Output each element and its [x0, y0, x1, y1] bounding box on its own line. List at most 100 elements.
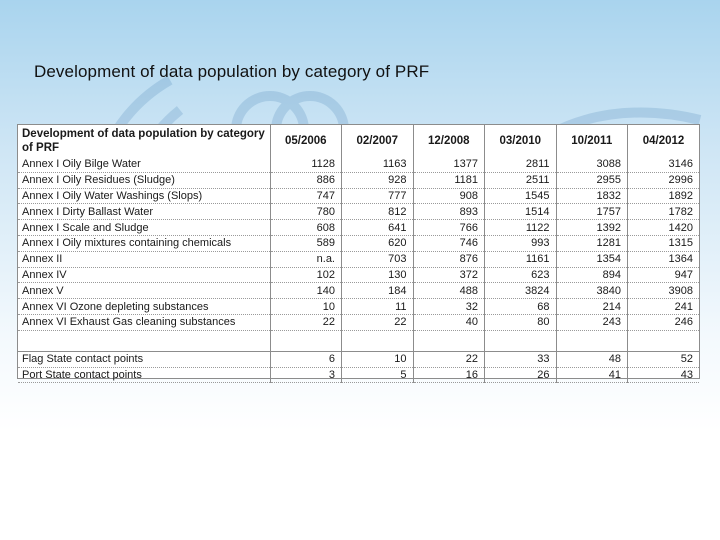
column-header: 02/2007: [341, 125, 413, 157]
table-row: Annex I Dirty Ballast Water 780 812 893 1514…: [18, 203, 699, 221]
table-cell: 5: [341, 367, 413, 384]
table-cell: 780: [269, 203, 342, 221]
table-row: Annex I Oily Residues (Sludge) 886 928 1181…: [18, 172, 699, 189]
table-cell: 746: [412, 235, 485, 252]
table-cell: 43: [627, 367, 699, 384]
table-cell: 747: [269, 188, 342, 205]
table-cell: 6: [269, 351, 342, 368]
table-cell: 488: [412, 282, 485, 300]
table-cell: 10: [341, 351, 413, 368]
table-cell: 1514: [484, 203, 556, 221]
row-label: Port State contact points: [18, 367, 270, 384]
table-cell: 812: [341, 203, 413, 221]
row-label: Annex IV: [18, 267, 270, 284]
table-cell: 766: [412, 219, 485, 236]
table-cell: 372: [412, 267, 485, 284]
table-cell: 641: [341, 219, 413, 236]
table-cell: 40: [412, 314, 485, 331]
column-header: 05/2006: [269, 125, 342, 157]
table-cell: 22: [269, 314, 342, 331]
table-header-row: Development of data population by catego…: [18, 125, 699, 157]
row-label: Annex I Oily mixtures containing chemica…: [18, 235, 270, 252]
table-cell: 1392: [555, 219, 628, 236]
row-label: Annex I Dirty Ballast Water: [18, 203, 270, 221]
table-row: Flag State contact points 6 10 22 33 48 52: [18, 351, 699, 368]
row-label: Annex I Oily Water Washings (Slops): [18, 188, 270, 205]
table-cell: 947: [627, 267, 699, 284]
table-spacer-row: [18, 346, 699, 352]
row-label: Annex I Oily Bilge Water: [18, 157, 270, 173]
table-cell: 1782: [627, 203, 699, 221]
table-cell: 928: [341, 172, 413, 189]
table-cell: 3: [269, 367, 342, 384]
table-cell: 130: [341, 267, 413, 284]
table-cell: 908: [412, 188, 485, 205]
table-cell: 22: [412, 351, 485, 368]
table-cell: 2811: [484, 157, 556, 173]
table-cell: 1757: [555, 203, 628, 221]
column-header: 03/2010: [484, 125, 556, 157]
table-row: Annex VI Exhaust Gas cleaning substances…: [18, 314, 699, 331]
table-cell: 2511: [484, 172, 556, 189]
table-cell: 1281: [555, 235, 628, 252]
table-spacer-row: [18, 330, 699, 347]
table-cell: 11: [341, 298, 413, 315]
table-cell: 3088: [555, 157, 628, 173]
table-cell: 140: [269, 282, 342, 300]
table-row: Annex I Scale and Sludge 608 641 766 1122 139…: [18, 219, 699, 236]
table-cell: 52: [627, 351, 699, 368]
table-cell: 1832: [555, 188, 628, 205]
table-cell: 608: [269, 219, 342, 236]
table-cell: n.a.: [269, 251, 342, 268]
prf-data-table: Development of data population by catego…: [17, 124, 700, 384]
table-cell: 3146: [627, 157, 699, 173]
row-label: Annex VI Exhaust Gas cleaning substances: [18, 314, 270, 331]
table-row: Annex V 140 184 488 3824 3840 3908: [18, 282, 699, 300]
table-row: Annex I Oily mixtures containing chemica…: [18, 235, 699, 252]
table-cell: 22: [341, 314, 413, 331]
table-cell: 16: [412, 367, 485, 384]
table-cell: 893: [412, 203, 485, 221]
table-cell: 1128: [269, 157, 342, 173]
table-cell: 993: [484, 235, 556, 252]
table-cell: 32: [412, 298, 485, 315]
table-cell: 589: [269, 235, 342, 252]
table-row: Port State contact points 3 5 16 26 41 43: [18, 367, 699, 384]
table-cell: 1364: [627, 251, 699, 268]
table-cell: 2996: [627, 172, 699, 189]
row-label: Annex VI Ozone depleting substances: [18, 298, 270, 315]
table-cell: 1377: [412, 157, 485, 173]
table-cell: 241: [627, 298, 699, 315]
table-cell: 26: [484, 367, 556, 384]
column-header: 12/2008: [412, 125, 485, 157]
table-cell: 1420: [627, 219, 699, 236]
table-cell: 620: [341, 235, 413, 252]
row-label: Annex II: [18, 251, 270, 268]
table-cell: 3824: [484, 282, 556, 300]
table-cell: 68: [484, 298, 556, 315]
table-cell: 876: [412, 251, 485, 268]
table-cell: 3908: [627, 282, 699, 300]
table-cell: 243: [555, 314, 628, 331]
table-cell: 1181: [412, 172, 485, 189]
table-cell: 623: [484, 267, 556, 284]
table-cell: 1315: [627, 235, 699, 252]
table-row: Annex II n.a. 703 876 1161 1354 1364: [18, 251, 699, 268]
table-header-label: Development of data population by catego…: [22, 128, 265, 154]
table-cell: 246: [627, 314, 699, 331]
column-header: 10/2011: [555, 125, 628, 157]
table-cell: 2955: [555, 172, 628, 189]
table-cell: 48: [555, 351, 628, 368]
table-cell: 41: [555, 367, 628, 384]
table-cell: 102: [269, 267, 342, 284]
slide-title: Development of data population by catego…: [34, 62, 430, 81]
table-row: Annex I Oily Bilge Water 1128 1163 1377 2811…: [18, 157, 699, 173]
row-label: Flag State contact points: [18, 351, 270, 368]
table-cell: 33: [484, 351, 556, 368]
table-cell: 1161: [484, 251, 556, 268]
table-cell: 80: [484, 314, 556, 331]
table-cell: 1354: [555, 251, 628, 268]
table-cell: 703: [341, 251, 413, 268]
table-cell: 886: [269, 172, 342, 189]
table-cell: 10: [269, 298, 342, 315]
